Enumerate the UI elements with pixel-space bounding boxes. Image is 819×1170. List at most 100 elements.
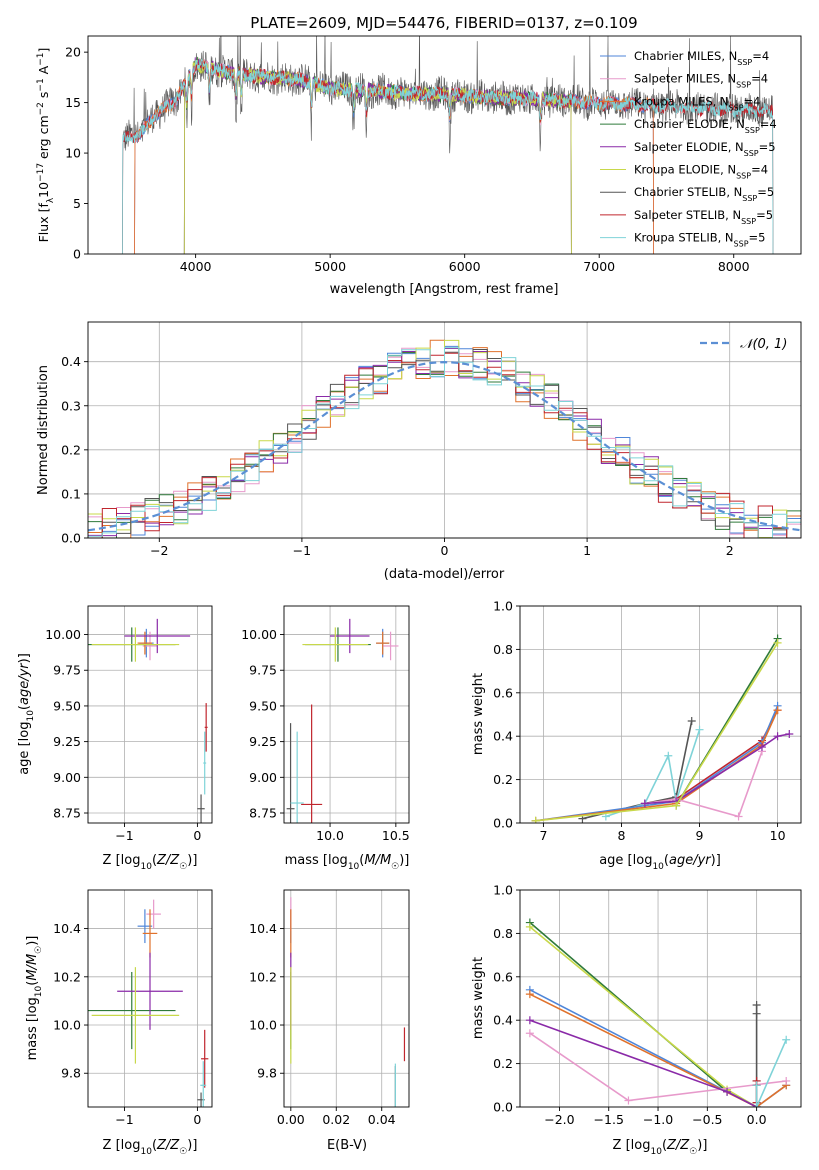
axes-frame bbox=[87, 889, 213, 1108]
tick-label-y: 0.2 bbox=[493, 1056, 513, 1071]
tick-label-y: 10 bbox=[65, 146, 81, 161]
tick-label-y: 0.8 bbox=[493, 642, 513, 657]
plot-area-mass_vs_Z bbox=[88, 899, 209, 1107]
plot-area-weight_vs_Z bbox=[525, 918, 791, 1107]
tick-label-y: 1.0 bbox=[493, 883, 513, 898]
tick-label-x: −2.0 bbox=[544, 1112, 574, 1127]
tick-label-y: 9.8 bbox=[257, 1066, 277, 1081]
tick-label-x: 0 bbox=[441, 543, 449, 558]
weight-marker-kroupa_stelib bbox=[695, 725, 704, 734]
weight-line-salpeter_stelib bbox=[644, 709, 779, 805]
tick-label-y: 0 bbox=[73, 247, 81, 262]
tick-label-x: 10 bbox=[770, 828, 786, 843]
weight-marker-salpeter_elodie bbox=[525, 1016, 534, 1025]
plot-area-weight_vs_age bbox=[531, 634, 794, 823]
weight-marker-kroupa_elodie bbox=[773, 638, 782, 647]
plot-area-residuals bbox=[88, 339, 801, 538]
legend-label: Chabrier ELODIE, NSSP=4 bbox=[634, 117, 777, 135]
y-axis-label: mass weight bbox=[471, 957, 486, 1039]
tick-label-y: 0.4 bbox=[493, 729, 513, 744]
tick-label-y: 10.00 bbox=[45, 627, 81, 642]
tick-label-x: 6000 bbox=[449, 259, 481, 274]
weight-marker-kroupa_elodie bbox=[531, 816, 540, 823]
tick-label-y: 9.25 bbox=[53, 734, 81, 749]
weight-marker-salpeter_elodie bbox=[723, 1087, 732, 1096]
x-axis-label: age [log10(age/yr)] bbox=[599, 853, 721, 872]
x-axis-label: (data-model)/error bbox=[384, 567, 505, 582]
x-axis-label: Z [log10(Z/Z☉)] bbox=[103, 853, 198, 872]
tick-label-y: 5 bbox=[73, 196, 81, 211]
axes-frame bbox=[519, 605, 802, 824]
x-axis-label: E(B-V) bbox=[327, 1138, 367, 1153]
tick-label-y: 10.2 bbox=[249, 969, 277, 984]
tick-label-y: 9.75 bbox=[53, 663, 81, 678]
tick-label-y: 0.1 bbox=[61, 486, 81, 501]
tick-label-y: 10.4 bbox=[249, 921, 277, 936]
weight-marker-salpeter_miles bbox=[782, 1076, 791, 1085]
weight-marker-salpeter_miles bbox=[734, 812, 743, 821]
tick-label-y: 10.00 bbox=[241, 627, 277, 642]
plot-area-age_vs_mass bbox=[286, 618, 399, 823]
tick-label-x: 7 bbox=[539, 828, 547, 843]
axes-frame bbox=[87, 605, 213, 824]
axes-frame bbox=[283, 605, 410, 824]
tick-label-y: 10.2 bbox=[53, 969, 81, 984]
tick-label-y: 0.3 bbox=[61, 398, 81, 413]
tick-label-y: 8.75 bbox=[53, 806, 81, 821]
weight-marker-kroupa_miles bbox=[525, 990, 534, 999]
weight-line-kroupa_elodie bbox=[535, 642, 779, 822]
tick-label-x: −1 bbox=[293, 543, 311, 558]
tick-label-y: 0.6 bbox=[493, 969, 513, 984]
weight-line-kroupa_stelib bbox=[755, 1039, 787, 1107]
x-axis-label: Z [log10(Z/Z☉)] bbox=[613, 1138, 708, 1157]
legend-label-gaussian: 𝒩(0, 1) bbox=[740, 337, 787, 352]
tick-label-x: 7000 bbox=[583, 259, 615, 274]
tick-label-y: 0.4 bbox=[493, 1013, 513, 1028]
plot-area-mass_vs_ebv bbox=[290, 897, 406, 1107]
tick-label-x: 0 bbox=[193, 1112, 201, 1127]
spectrum-line-kroupa_stelib bbox=[121, 58, 774, 254]
tick-label-y: 0.0 bbox=[493, 1100, 513, 1115]
tick-label-x: −1 bbox=[115, 1112, 133, 1127]
tick-label-y: 8.75 bbox=[249, 806, 277, 821]
tick-label-x: 1 bbox=[583, 543, 591, 558]
weight-marker-kroupa_stelib bbox=[752, 1081, 761, 1090]
weight-marker-kroupa_elodie bbox=[672, 801, 681, 810]
legend-label: Kroupa ELODIE, NSSP=4 bbox=[634, 163, 768, 181]
tick-label-x: 10.5 bbox=[382, 828, 410, 843]
weight-marker-kroupa_stelib bbox=[782, 1035, 791, 1044]
tick-label-y: 0.2 bbox=[61, 442, 81, 457]
weight-marker-kroupa_elodie bbox=[525, 922, 534, 931]
tick-label-y: 10.4 bbox=[53, 921, 81, 936]
tick-label-y: 0.0 bbox=[493, 816, 513, 831]
axes-age_vs_Z: −1 0 8.75 9.00 9.25 9.50 9.75 10.00 Z [log10(Z/Z… bbox=[17, 605, 213, 872]
weight-marker-salpeter_miles bbox=[624, 1096, 633, 1105]
legend-label: Kroupa MILES, NSSP=4 bbox=[634, 94, 760, 112]
weight-marker-chabrier_stelib bbox=[752, 1009, 761, 1018]
y-axis-label: Normed distribution bbox=[36, 365, 51, 495]
x-axis-label: Z [log10(Z/Z☉)] bbox=[103, 1138, 198, 1157]
tick-label-y: 0.8 bbox=[493, 926, 513, 941]
y-axis-label: mass [log10(M/M☉)] bbox=[25, 936, 44, 1061]
axes-frame bbox=[283, 889, 410, 1108]
plot-area-spectrum bbox=[121, 36, 774, 254]
tick-label-x: 0.02 bbox=[322, 1112, 350, 1127]
axes-weight_vs_age: 7 8 9 10 0.0 0.2 0.4 0.6 0.8 1.0 age [log10(age/yr… bbox=[471, 599, 802, 872]
tick-label-y: 9.50 bbox=[53, 698, 81, 713]
tick-label-x: 5000 bbox=[314, 259, 346, 274]
axes-mass_vs_ebv: 0.00 0.02 0.04 9.8 10.0 10.2 10.4 E(B-V) bbox=[249, 889, 410, 1153]
weight-line-chabrier_miles bbox=[535, 705, 779, 822]
x-axis-label: wavelength [Angstrom, rest frame] bbox=[330, 282, 559, 297]
tick-label-x: 0.0 bbox=[747, 1112, 767, 1127]
tick-label-y: 9.00 bbox=[249, 770, 277, 785]
tick-label-x: 2 bbox=[726, 543, 734, 558]
plot-area-age_vs_Z bbox=[88, 618, 208, 823]
weight-marker-salpeter_elodie bbox=[640, 799, 649, 808]
weight-marker-kroupa_stelib bbox=[664, 751, 673, 760]
tick-label-x: 4000 bbox=[180, 259, 212, 274]
tick-label-x: −1.0 bbox=[643, 1112, 673, 1127]
legend-label: Chabrier STELIB, NSSP=5 bbox=[634, 185, 774, 203]
axes-spectrum: 4000 5000 6000 7000 8000 0 5 10 15 20 PLATE=2609, … bbox=[36, 14, 802, 297]
chart-title: PLATE=2609, MJD=54476, FIBERID=0137, z=0… bbox=[250, 14, 637, 32]
tick-label-x: 0 bbox=[193, 828, 201, 843]
